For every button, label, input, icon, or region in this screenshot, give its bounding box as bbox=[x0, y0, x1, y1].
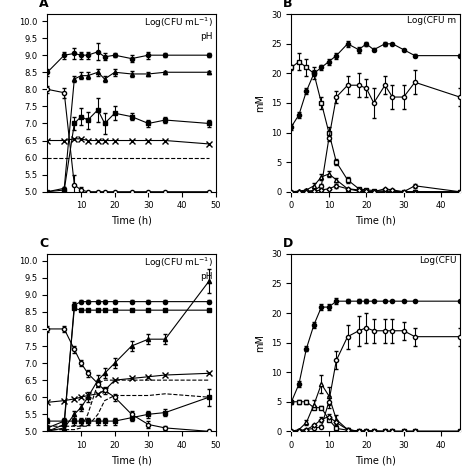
Text: C: C bbox=[39, 237, 48, 250]
Text: Log(CFU: Log(CFU bbox=[419, 255, 456, 264]
X-axis label: Time (h): Time (h) bbox=[111, 216, 152, 226]
Text: Log(CFU mL$^{-1}$)
pH: Log(CFU mL$^{-1}$) pH bbox=[144, 255, 212, 281]
X-axis label: Time (h): Time (h) bbox=[111, 456, 152, 465]
X-axis label: Time (h): Time (h) bbox=[355, 456, 396, 465]
Y-axis label: mM: mM bbox=[255, 334, 265, 352]
Text: Log(CFU mL$^{-1}$)
pH: Log(CFU mL$^{-1}$) pH bbox=[144, 16, 212, 42]
Text: A: A bbox=[39, 0, 49, 10]
Text: D: D bbox=[283, 237, 293, 250]
Text: Log(CFU m: Log(CFU m bbox=[407, 16, 456, 25]
X-axis label: Time (h): Time (h) bbox=[355, 216, 396, 226]
Y-axis label: mM: mM bbox=[255, 94, 265, 112]
Text: B: B bbox=[283, 0, 292, 10]
